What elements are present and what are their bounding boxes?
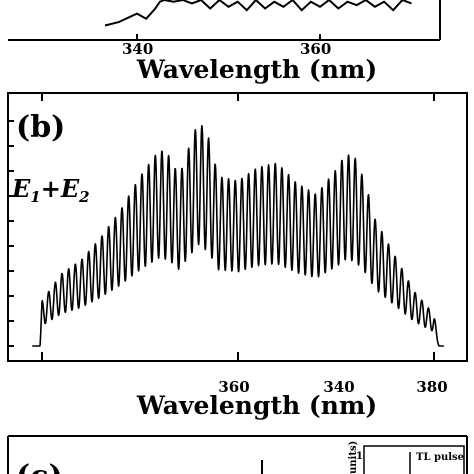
panel-c-inset-frame [363,445,465,474]
panel-b-tick-label-380: 380 [416,378,447,396]
panel-c-inset-y-label: units) [348,441,359,474]
panel-b-x-axis-title: Wavelength (nm) [136,391,377,420]
panel-b-label: (b) [16,110,65,145]
panel-a-tick-label-340: 340 [122,40,153,58]
panel-b: (b) E1+E2 340 360 380 Wavelength (nm) [7,92,468,420]
panel-c-label: (c) [16,459,63,474]
panel-a-spectrum-line [104,0,412,27]
panel-b-series-label: E1+E2 [11,174,90,206]
panel-a: 340 360 Wavelength (nm) [8,0,441,84]
panel-a-x-ticks [136,34,321,40]
panel-a-tick-label-360: 360 [300,40,331,58]
panel-c-inset-legend: TL pulse [416,452,464,463]
panel-b-tick-label-360: 360 [218,378,249,396]
panel-b-tick-label-340: 340 [323,378,354,396]
panel-c: (c) units) 1 TL pulse [7,435,468,474]
panel-c-inset-y-tick: 1 [356,451,363,462]
panel-a-x-axis-title: Wavelength (nm) [136,55,377,84]
panel-b-ticks [8,93,435,361]
panel-b-spectrum-line [31,125,445,347]
